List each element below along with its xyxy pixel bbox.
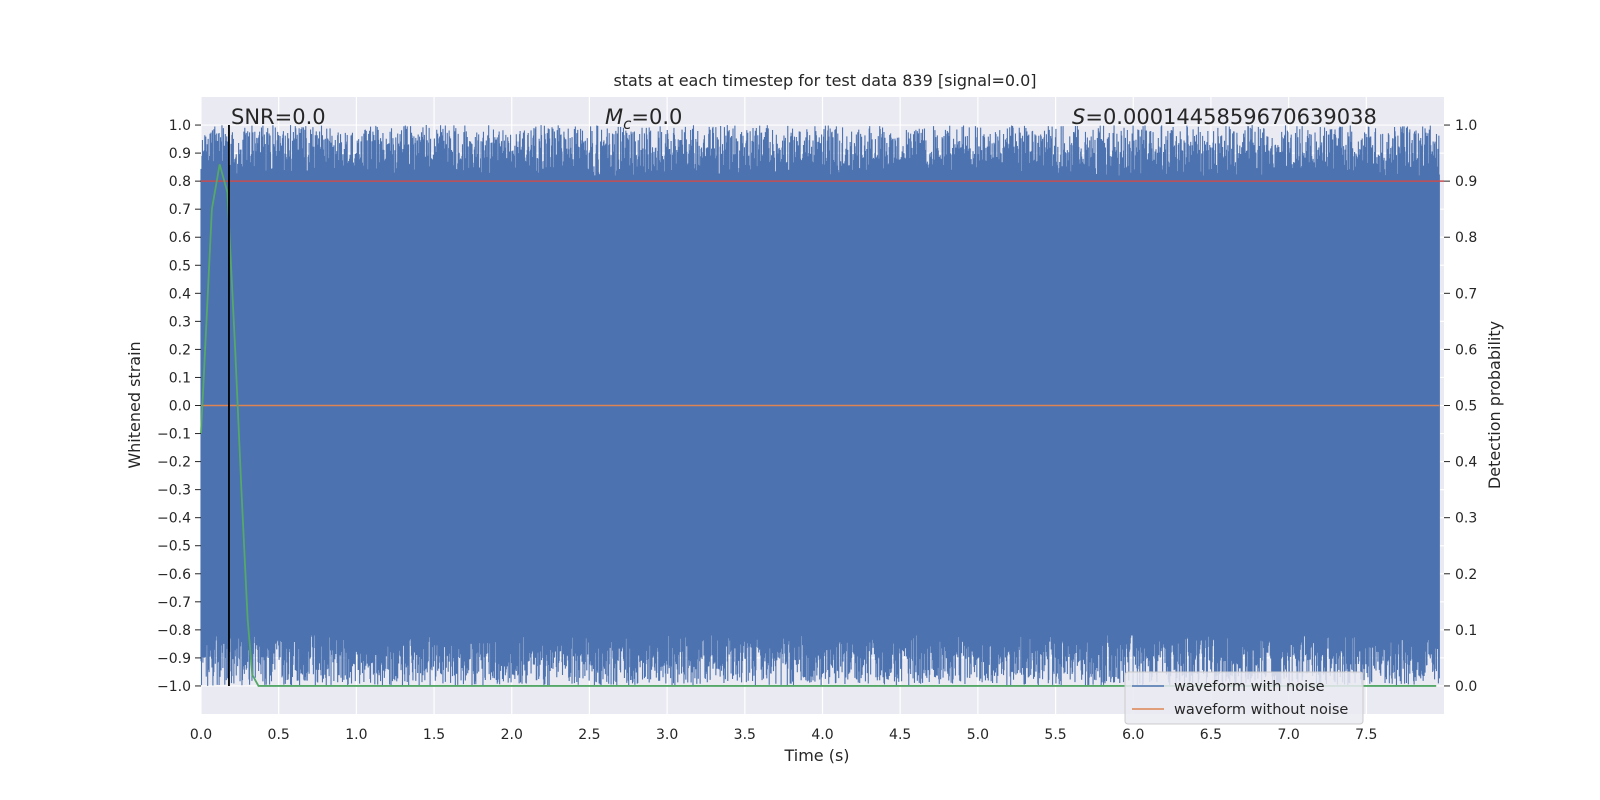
- y-right-tick-label: 0.2: [1455, 567, 1477, 583]
- y-left-tick-label: −0.7: [157, 595, 191, 611]
- y-left-tick-label: −0.2: [157, 455, 191, 471]
- x-axis-label: Time (s): [783, 746, 849, 765]
- y-right-tick-label: 0.3: [1455, 511, 1477, 527]
- x-tick-label: 1.0: [345, 727, 367, 743]
- x-tick-label: 2.0: [501, 727, 523, 743]
- y-right-tick-label: 0.5: [1455, 399, 1477, 415]
- legend: waveform with noise waveform without noi…: [1124, 671, 1364, 725]
- waveform-with-noise-line: [200, 125, 1440, 686]
- y-left-tick-label: 0.3: [169, 314, 191, 330]
- y-left-tick-label: 0.2: [169, 342, 191, 358]
- s-symbol: S: [1072, 105, 1085, 129]
- y-left-tick-label: 0.7: [169, 202, 191, 218]
- y-right-tick-label: 0.4: [1455, 455, 1477, 471]
- y-left-tick-label: −0.9: [157, 651, 191, 667]
- x-tick-label: 7.0: [1277, 727, 1299, 743]
- s-value: =0.0001445859670639038: [1085, 105, 1377, 129]
- x-tick-label: 3.0: [656, 727, 678, 743]
- y-left-tick-label: 0.0: [169, 399, 191, 415]
- mc-annotation: Mc=0.0: [605, 105, 682, 133]
- x-tick-label: 0.5: [268, 727, 290, 743]
- x-tick-label: 2.5: [578, 727, 600, 743]
- y-left-tick-label: −0.1: [157, 427, 191, 443]
- y-axis-left-label: Whitened strain: [125, 341, 144, 468]
- y-right-tick-label: 0.9: [1455, 174, 1477, 190]
- y-right-tick-label: 0.8: [1455, 230, 1477, 246]
- x-tick-label: 7.5: [1355, 727, 1377, 743]
- s-annotation: S=0.0001445859670639038: [1072, 105, 1377, 129]
- y-left-tick-label: −0.3: [157, 483, 191, 499]
- x-tick-label: 4.5: [889, 727, 911, 743]
- mc-value: =0.0: [631, 105, 682, 129]
- x-tick-label: 4.0: [811, 727, 833, 743]
- y-right-tick-label: 0.1: [1455, 623, 1477, 639]
- y-right-tick-label: 0.0: [1455, 679, 1477, 695]
- y-left-tick-label: 0.6: [169, 230, 191, 246]
- chart-title: stats at each timestep for test data 839…: [613, 71, 1036, 90]
- legend-label-noise: waveform with noise: [1174, 679, 1325, 695]
- y-left-tick-label: 0.5: [169, 258, 191, 274]
- y-right-tick-label: 1.0: [1455, 118, 1477, 134]
- y-axis-right-label: Detection probability: [1485, 321, 1504, 489]
- y-left-tick-label: −0.5: [157, 539, 191, 555]
- y-left-tick-label: 0.9: [169, 146, 191, 162]
- y-left-tick-label: 0.1: [169, 370, 191, 386]
- y-left-tick-label: −0.8: [157, 623, 191, 639]
- mc-symbol: M: [605, 105, 623, 129]
- x-tick-label: 3.5: [734, 727, 756, 743]
- y-left-tick-label: 0.8: [169, 174, 191, 190]
- detection-probability-line: [200, 164, 1437, 687]
- mc-subscript: c: [623, 115, 632, 133]
- x-tick-label: 0.0: [190, 727, 212, 743]
- y-left-tick-label: −1.0: [157, 679, 191, 695]
- legend-label-clean: waveform without noise: [1174, 702, 1348, 718]
- y-left-tick-label: −0.6: [157, 567, 191, 583]
- y-left-tick-label: 1.0: [169, 118, 191, 134]
- x-tick-label: 6.5: [1200, 727, 1222, 743]
- legend-box: [1124, 671, 1364, 725]
- x-tick-label: 6.0: [1122, 727, 1144, 743]
- x-tick-label: 5.5: [1044, 727, 1066, 743]
- x-tick-label: 1.5: [423, 727, 445, 743]
- y-left-tick-label: −0.4: [157, 511, 191, 527]
- y-right-tick-label: 0.6: [1455, 342, 1477, 358]
- x-tick-label: 5.0: [967, 727, 989, 743]
- snr-annotation: SNR=0.0: [231, 105, 326, 129]
- y-left-tick-label: 0.4: [169, 286, 191, 302]
- y-right-tick-label: 0.7: [1455, 286, 1477, 302]
